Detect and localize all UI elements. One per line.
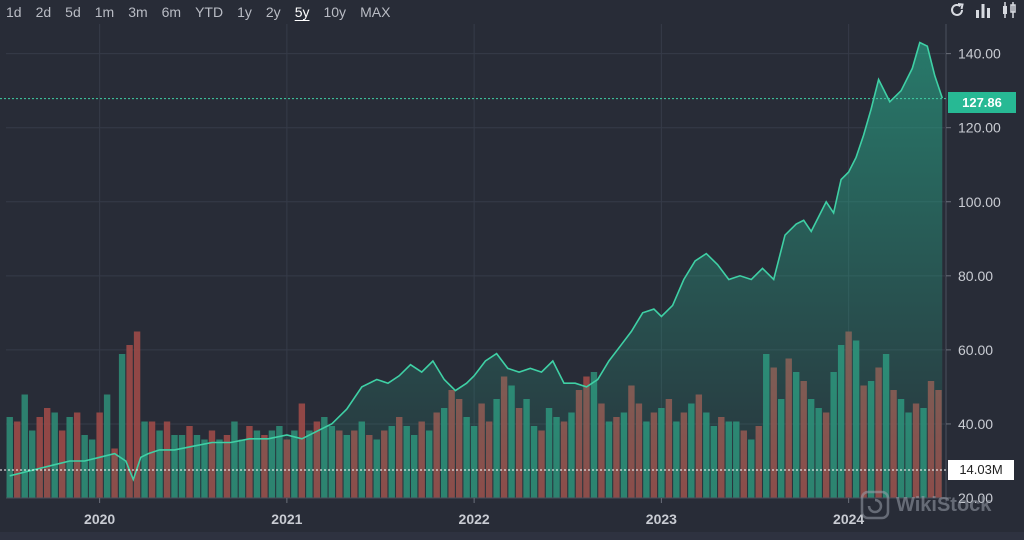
y-tick-label: 140.00 [958,46,1001,62]
range-10y[interactable]: 10y [323,4,347,20]
volume-bar [126,345,133,498]
volume-bar [43,408,51,498]
wikistock-logo-icon [860,490,890,520]
y-tick-label: 20.00 [958,490,993,506]
volume-bar [133,331,141,498]
range-selector: 1d 2d 5d 1m 3m 6m YTD 1y 2y 5y 10y MAX [0,0,700,24]
watermark: WikiStock [860,488,1020,522]
watermark-text: WikiStock [896,493,992,516]
last-volume-label: 14.03M [948,460,1014,480]
range-1d[interactable]: 1d [6,4,22,20]
range-6m[interactable]: 6m [161,4,182,20]
volume-bar [66,417,73,498]
x-tick-label: 2021 [271,511,302,527]
volume-bar [21,394,28,498]
y-tick-label: 80.00 [958,268,993,284]
x-tick-label: 2023 [646,511,677,527]
volume-bar [73,412,81,498]
range-1m[interactable]: 1m [94,4,115,20]
y-axis: 140.00 120.00 100.00 80.00 60.00 40.00 20.00 [946,46,1001,506]
volume-bar [51,412,58,498]
volume-bar [14,421,21,498]
volume-bar [6,417,13,498]
x-axis: 2020 2021 2022 2023 2024 [6,497,946,527]
volume-bar [103,394,111,498]
y-tick-label: 120.00 [958,120,1001,136]
range-1y[interactable]: 1y [237,4,252,20]
range-2d[interactable]: 2d [35,4,52,20]
x-tick-label: 2022 [459,511,490,527]
price-line-path [9,41,944,482]
candlestick-icon[interactable] [1000,1,1018,19]
price-line [9,41,944,482]
price-area-fill [9,42,943,498]
x-tick-label: 2024 [833,511,864,527]
bar-chart-icon[interactable] [974,1,992,19]
price-area [9,42,943,498]
range-ytd[interactable]: YTD [195,4,224,20]
last-price-label: 127.86 [948,92,1016,113]
y-tick-label: 40.00 [958,416,993,432]
chart-toolbar [948,0,1018,20]
range-5y[interactable]: 5y [294,4,310,20]
y-tick-label: 60.00 [958,342,993,358]
y-tick-label: 100.00 [958,194,1001,210]
range-2y[interactable]: 2y [265,4,281,20]
bottom-scrollbar[interactable] [0,532,1024,540]
x-tick-label: 2020 [84,511,115,527]
volume-bar [36,417,43,498]
range-5d[interactable]: 5d [65,4,81,20]
volume-bar [118,354,126,498]
range-max[interactable]: MAX [360,4,391,20]
range-3m[interactable]: 3m [128,4,148,20]
refresh-icon[interactable] [948,1,966,19]
volume-bar [96,412,103,498]
volume-bar [29,430,36,498]
